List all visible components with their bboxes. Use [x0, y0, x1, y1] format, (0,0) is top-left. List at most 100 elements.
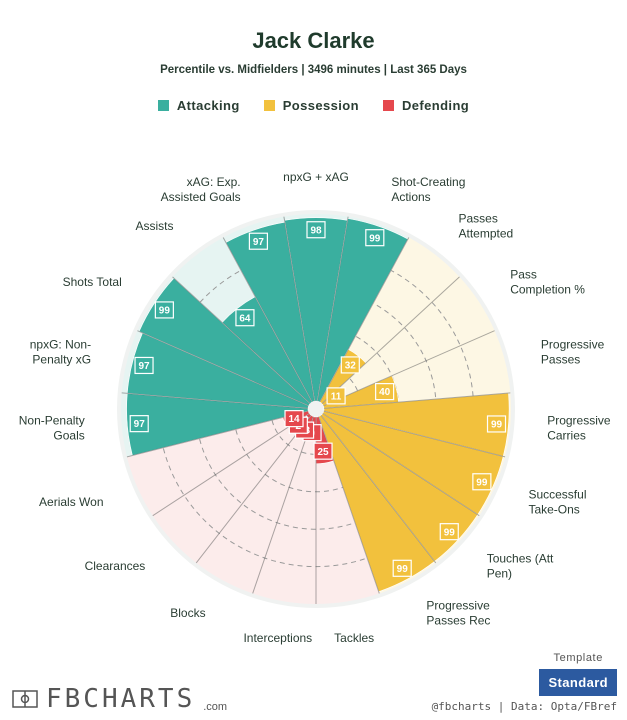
value-box — [154, 301, 174, 319]
value-box — [129, 415, 149, 433]
value-box — [326, 387, 346, 405]
spoke — [121, 392, 309, 409]
value-label: 99 — [444, 527, 456, 538]
value-label: 99 — [369, 233, 381, 244]
credits: @fbcharts | Data: Opta/FBref — [431, 700, 617, 713]
value-label: 99 — [476, 477, 488, 488]
bar — [316, 218, 409, 403]
param-label: Assists — [135, 219, 173, 233]
value-box — [365, 229, 385, 247]
spoke — [252, 416, 314, 594]
legend: Attacking Possession Defending — [0, 98, 627, 113]
value-label: 14 — [288, 414, 300, 425]
value-box — [134, 356, 154, 375]
template-badge: Standard — [539, 669, 617, 696]
param-label: Touches (Att — [487, 552, 554, 566]
spoke — [323, 330, 495, 407]
spoke — [322, 412, 480, 517]
spoke — [172, 276, 311, 404]
value-box — [306, 221, 326, 239]
spoke — [152, 412, 310, 517]
legend-label-possession: Possession — [282, 98, 359, 113]
spoke — [283, 216, 316, 402]
legend-swatch-attacking — [157, 100, 169, 111]
sector-bg — [316, 416, 380, 604]
spoke — [126, 410, 309, 458]
value-label: 32 — [345, 361, 357, 372]
param-label: Interceptions — [243, 631, 312, 645]
pitch-icon — [12, 690, 38, 708]
value-box — [284, 410, 304, 428]
value-box — [486, 415, 507, 433]
value-label: 40 — [379, 387, 391, 398]
value-label: 99 — [159, 306, 171, 317]
value-box — [235, 309, 255, 327]
value-label: 99 — [491, 420, 503, 431]
param-label: Shot-Creating — [391, 175, 465, 189]
brand-domain: .com — [203, 701, 228, 713]
param-label: Carries — [547, 429, 586, 443]
param-label: Pass — [510, 268, 537, 282]
value-box — [439, 523, 459, 541]
param-label: Aerials Won — [39, 495, 103, 509]
brand-name: FBCHARTS — [46, 684, 196, 714]
spoke — [316, 216, 349, 402]
legend-swatch-defending — [382, 100, 394, 111]
spoke — [195, 415, 312, 564]
chart-subtitle: Percentile vs. Midfielders | 3496 minute… — [160, 64, 467, 76]
param-label: Completion % — [510, 283, 585, 297]
value-box — [392, 559, 412, 577]
bar — [225, 221, 316, 403]
legend-swatch-possession — [263, 100, 275, 111]
chart-title: Jack Clarke — [252, 28, 375, 53]
legend-item-possession: Possession — [263, 98, 359, 113]
spoke — [137, 330, 309, 407]
param-label: Goals — [53, 429, 84, 443]
param-label: Attempted — [458, 226, 513, 240]
param-label: Actions — [391, 190, 430, 204]
param-label: Take-Ons — [528, 503, 579, 517]
value-label: 98 — [310, 225, 322, 236]
spoke — [319, 237, 410, 403]
value-label: 99 — [397, 564, 409, 575]
param-label: Progressive — [541, 338, 605, 352]
spoke — [321, 276, 460, 404]
param-label: npxG: Non- — [30, 338, 91, 352]
bar — [318, 414, 436, 593]
legend-label-attacking: Attacking — [176, 98, 240, 113]
spoke — [222, 237, 313, 403]
param-label: Successful — [528, 488, 586, 502]
param-label: Shots Total — [63, 275, 122, 289]
sector-bg — [152, 413, 312, 563]
param-label: Blocks — [170, 606, 205, 620]
sector-bg — [252, 416, 316, 604]
value-label: 97 — [138, 361, 150, 372]
param-label: Progressive — [547, 414, 611, 428]
param-label: Passes Rec — [426, 614, 490, 628]
value-label: 25 — [317, 447, 329, 458]
param-label: Tackles — [334, 631, 374, 645]
legend-item-attacking: Attacking — [157, 98, 240, 113]
value-box — [340, 356, 360, 374]
bar — [138, 277, 311, 407]
param-label: Assisted Goals — [161, 190, 241, 204]
param-label: Passes — [541, 353, 580, 367]
spoke — [323, 392, 511, 409]
param-label: Progressive — [426, 599, 490, 613]
param-label: xAG: Exp. — [187, 175, 241, 189]
value-label: 64 — [239, 313, 251, 324]
sector-bg — [196, 415, 314, 594]
sector-bg — [321, 276, 495, 406]
param-label: Pen) — [487, 567, 512, 581]
sector-bg — [126, 410, 310, 516]
value-box — [248, 232, 269, 250]
spoke — [323, 410, 506, 458]
value-label: 11 — [331, 391, 342, 402]
value-box — [472, 473, 492, 491]
param-label: Non-Penalty — [19, 414, 85, 428]
param-label: Passes — [458, 211, 497, 225]
value-label: 97 — [134, 419, 146, 430]
value-box — [313, 442, 333, 460]
template-caption: Template — [553, 652, 603, 664]
